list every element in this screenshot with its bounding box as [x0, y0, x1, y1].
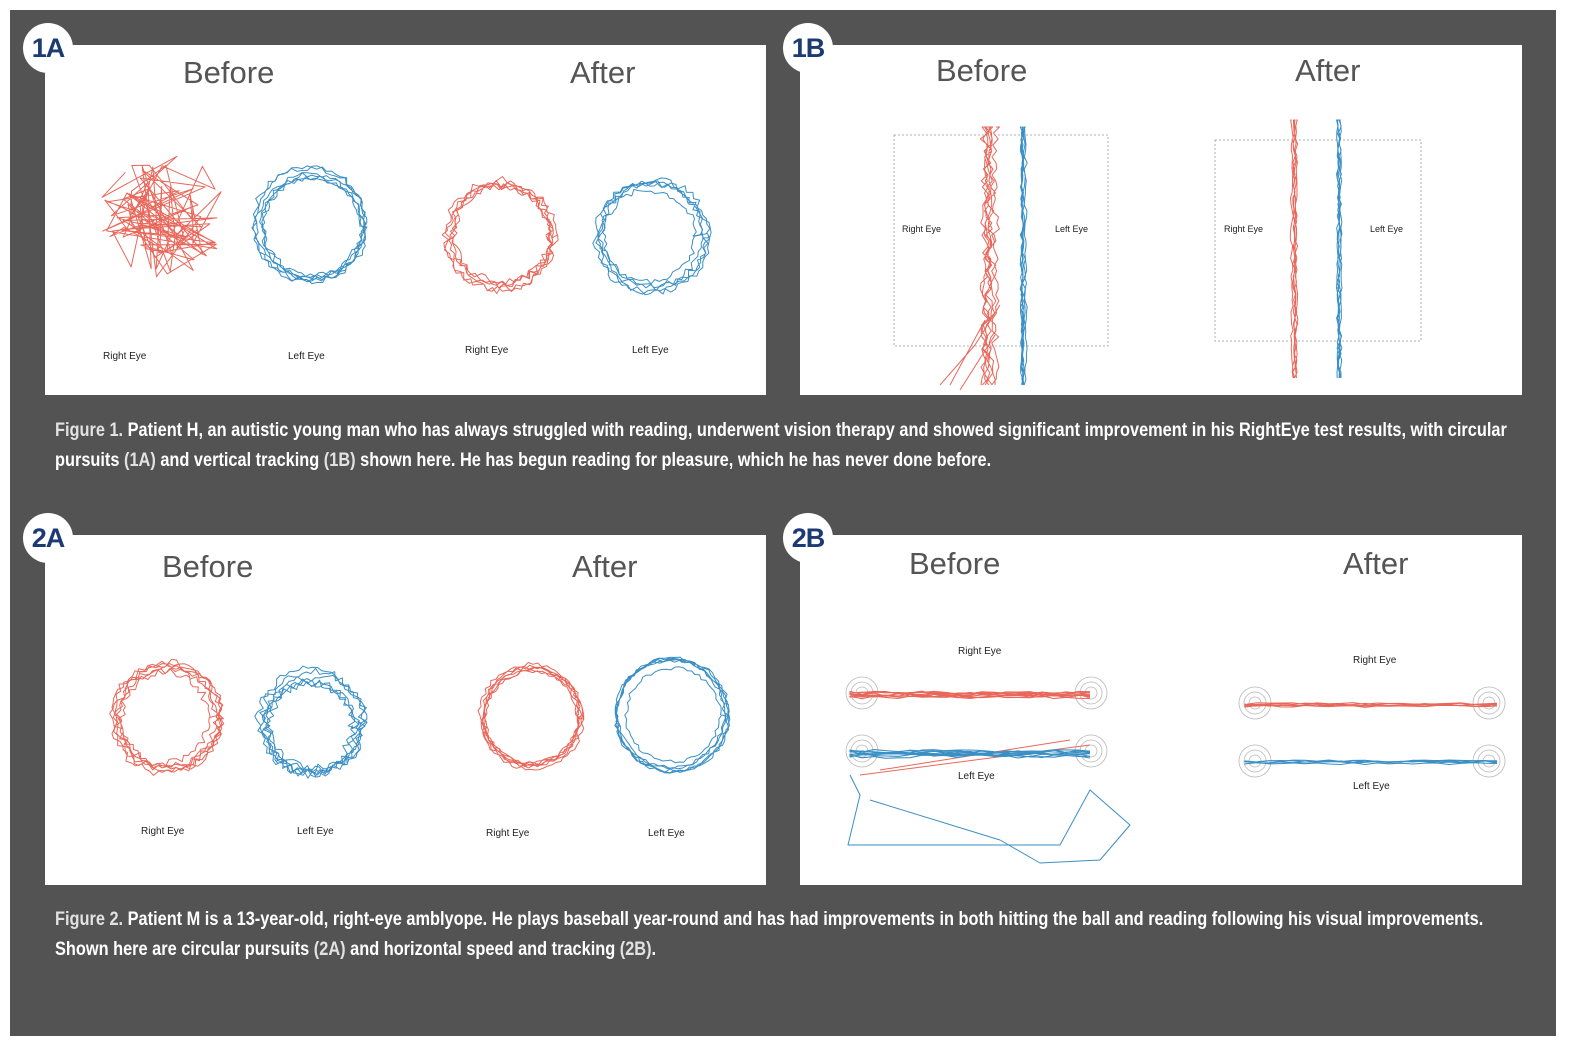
figure-2-text-3: . — [651, 939, 657, 960]
panel-2b: Before After Right Eye Left Eye Right Ey… — [800, 535, 1522, 885]
panel-2a-before-left-eye-label: Left Eye — [297, 826, 334, 837]
before-left-eye-trace — [254, 665, 368, 779]
figure-1-ref-1b: (1B) — [323, 450, 356, 471]
panel-2a-after-right-eye-label: Right Eye — [486, 828, 530, 839]
figure-1-text-2: and vertical tracking — [155, 450, 324, 471]
figure-1-text-3: shown here. He has begun reading for ple… — [355, 450, 992, 471]
target-ring — [845, 734, 879, 768]
panel-1b-traces — [893, 119, 1422, 391]
panel-2b-after-right-eye-label: Right Eye — [1353, 655, 1397, 666]
panel-1b-after-heading: After — [1295, 53, 1361, 88]
target-ring — [1477, 691, 1501, 715]
panel-1b-after-left-eye-label: Left Eye — [1370, 224, 1404, 234]
before-left-eye-trace-stray — [847, 774, 1131, 864]
figure-1-label: Figure 1. — [55, 420, 124, 441]
panel-2a: Before After Right Eye Left Eye Right Ey… — [45, 535, 766, 885]
panel-1a-traces — [101, 155, 712, 296]
panel-1b-before-left-eye-label: Left Eye — [1055, 224, 1089, 234]
before-right-eye-trace-stray — [939, 304, 1001, 391]
panel-1a: Before After Right Eye Left Eye Right Ey… — [45, 45, 766, 395]
panel-1b-badge: 1B — [783, 23, 833, 73]
before-right-eye-trace — [101, 155, 222, 278]
panel-1a-after-left-eye-label: Left Eye — [632, 345, 669, 356]
panel-1a-before-right-eye-label: Right Eye — [103, 351, 147, 362]
panel-1b-before-right-eye-label: Right Eye — [902, 224, 942, 234]
figure-2-label: Figure 2. — [55, 909, 124, 930]
after-left-eye-trace — [592, 177, 712, 296]
target-ring — [1472, 686, 1506, 720]
panel-2b-after-heading: After — [1343, 546, 1409, 581]
panel-1b-before-heading: Before — [936, 53, 1028, 88]
panel-2b-before-heading: Before — [909, 546, 1001, 581]
figure-1-ref-1a: (1A) — [124, 450, 156, 471]
after-left-eye-trace — [1336, 119, 1343, 379]
before-right-eye-trace — [849, 690, 1091, 700]
target-ring — [845, 676, 879, 710]
panel-2a-traces — [109, 656, 731, 779]
after-right-eye-trace — [1244, 702, 1498, 708]
panel-1a-after-heading: After — [570, 55, 636, 90]
before-right-eye-trace — [979, 126, 1000, 386]
figure-2-caption: Figure 2. Patient M is a 13-year-old, ri… — [55, 905, 1526, 965]
before-left-eye-trace — [251, 165, 368, 285]
after-left-eye-trace — [1244, 759, 1498, 766]
after-left-eye-trace — [614, 656, 731, 774]
figure-1-text-1: Patient H, an autistic young man who has… — [55, 420, 1507, 471]
panel-1b-after-right-eye-label: Right Eye — [1224, 224, 1264, 234]
figure-2-text-1: Patient M is a 13-year-old, right-eye am… — [55, 909, 1484, 960]
after-right-eye-trace — [1289, 119, 1299, 379]
panel-1a-before-heading: Before — [183, 55, 275, 90]
panel-2a-before-right-eye-label: Right Eye — [141, 826, 185, 837]
before-right-eye-trace — [109, 658, 225, 776]
panel-2a-after-heading: After — [572, 549, 638, 584]
panel-1a-after-right-eye-label: Right Eye — [465, 345, 509, 356]
panel-1a-badge: 1A — [23, 23, 73, 73]
figure-1-caption: Figure 1. Patient H, an autistic young m… — [55, 416, 1526, 476]
panel-2b-badge: 2B — [783, 513, 833, 563]
figure-2-text-2: and horizontal speed and tracking — [345, 939, 620, 960]
panel-2b-traces — [845, 676, 1506, 864]
panel-2b-after-left-eye-label: Left Eye — [1353, 781, 1390, 792]
before-left-eye-trace — [1019, 126, 1028, 386]
panel-1b: Before After Right Eye Left Eye Right Ey… — [800, 45, 1522, 395]
panel-2a-before-heading: Before — [162, 549, 254, 584]
before-left-eye-trace — [849, 749, 1091, 759]
panel-2a-badge: 2A — [23, 513, 73, 563]
panel-2b-before-left-eye-label: Left Eye — [958, 771, 995, 782]
panel-2a-after-left-eye-label: Left Eye — [648, 828, 685, 839]
after-right-eye-trace — [441, 176, 559, 294]
after-right-eye-trace — [477, 662, 585, 771]
figure-frame: Before After Right Eye Left Eye Right Ey… — [10, 10, 1556, 1036]
figure-2-ref-2a: (2A) — [313, 939, 346, 960]
panel-1a-before-left-eye-label: Left Eye — [288, 351, 325, 362]
figure-2-ref-2b: (2B) — [619, 939, 652, 960]
panel-2b-before-right-eye-label: Right Eye — [958, 646, 1002, 657]
